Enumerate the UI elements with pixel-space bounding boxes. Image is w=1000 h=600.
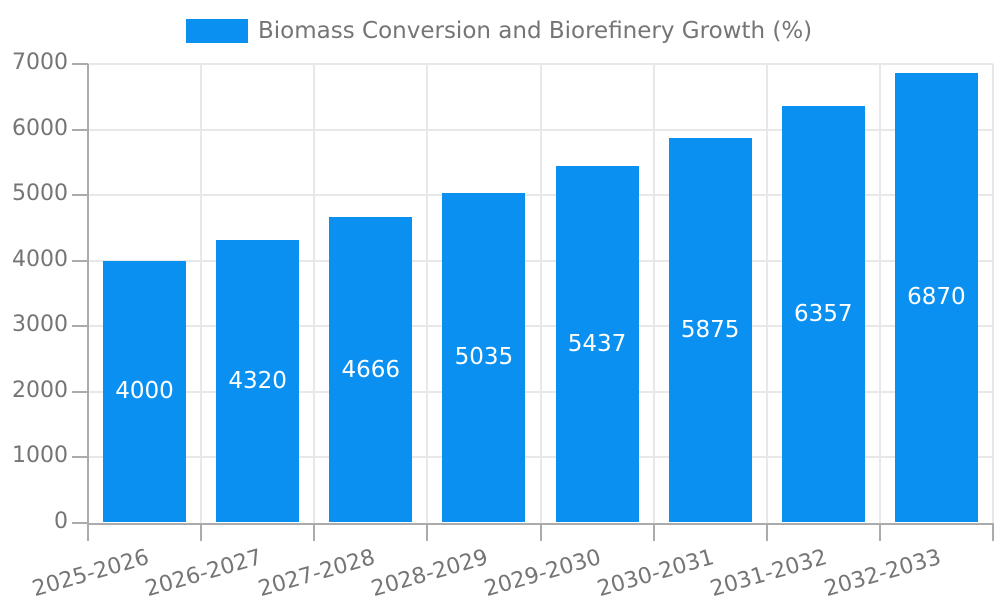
y-axis-tick xyxy=(72,128,88,131)
bar: 6357 xyxy=(781,106,865,522)
bar-value-label: 6870 xyxy=(907,284,966,311)
bar: 6870 xyxy=(894,72,978,522)
legend-label: Biomass Conversion and Biorefinery Growt… xyxy=(258,18,813,44)
y-tick-label: 7000 xyxy=(12,50,68,75)
y-tick-label: 2000 xyxy=(12,377,68,403)
x-axis-tick xyxy=(878,525,881,541)
gridline-vertical xyxy=(539,64,542,523)
x-tick-label: 2031-2032 xyxy=(708,545,831,600)
y-tick-label: 3000 xyxy=(12,312,68,338)
x-tick-label: 2026-2027 xyxy=(142,545,265,600)
x-tick-label: 2025-2026 xyxy=(29,545,152,600)
legend-swatch xyxy=(186,19,248,43)
gridline-vertical xyxy=(765,64,768,523)
x-tick-label: 2028-2029 xyxy=(368,545,491,600)
legend: Biomass Conversion and Biorefinery Growt… xyxy=(186,18,812,44)
y-axis-tick xyxy=(72,456,88,459)
x-axis-tick xyxy=(87,525,89,541)
gridline-vertical xyxy=(652,64,655,523)
bar: 5437 xyxy=(555,166,639,522)
bar: 4320 xyxy=(216,239,300,522)
gridline-vertical xyxy=(200,64,203,523)
bar: 4000 xyxy=(103,260,187,522)
bar-value-label: 4666 xyxy=(341,356,401,383)
gridline-vertical xyxy=(878,64,881,523)
y-axis-tick xyxy=(72,390,88,393)
y-tick-label: 4000 xyxy=(12,246,68,272)
bar: 5035 xyxy=(442,192,526,522)
x-axis-tick xyxy=(992,525,994,541)
x-axis-tick xyxy=(539,525,542,541)
y-tick-label: 1000 xyxy=(12,443,68,469)
bar-value-label: 6357 xyxy=(794,301,853,328)
gridline-vertical xyxy=(313,64,316,523)
y-axis-tick xyxy=(72,259,88,262)
bar-value-label: 4000 xyxy=(115,378,174,405)
y-axis xyxy=(87,64,89,525)
y-axis-tick xyxy=(72,325,88,328)
y-axis-tick xyxy=(72,522,88,524)
x-axis-tick xyxy=(652,525,655,541)
bar-value-label: 5035 xyxy=(454,344,514,371)
bar: 4666 xyxy=(329,217,413,522)
x-tick-label: 2029-2030 xyxy=(481,545,604,600)
y-tick-label: 0 xyxy=(54,509,68,534)
x-tick-label: 2027-2028 xyxy=(255,545,378,600)
bar-value-label: 5875 xyxy=(680,316,740,343)
x-axis xyxy=(87,523,994,525)
x-axis-tick xyxy=(426,525,429,541)
bar-value-label: 5437 xyxy=(567,331,627,358)
gridline-vertical xyxy=(426,64,429,523)
x-tick-label: 2030-2031 xyxy=(594,545,718,600)
y-tick-label: 6000 xyxy=(12,115,68,141)
bar: 5875 xyxy=(668,137,752,522)
x-axis-tick xyxy=(313,525,316,541)
x-axis-tick xyxy=(765,525,768,541)
y-axis-tick xyxy=(72,63,88,65)
bar-value-label: 4320 xyxy=(228,367,287,394)
x-tick-label: 2032-2033 xyxy=(821,545,944,600)
y-tick-label: 5000 xyxy=(12,181,68,207)
gridline-vertical xyxy=(992,64,994,523)
x-axis-tick xyxy=(200,525,203,541)
y-axis-tick xyxy=(72,194,88,197)
